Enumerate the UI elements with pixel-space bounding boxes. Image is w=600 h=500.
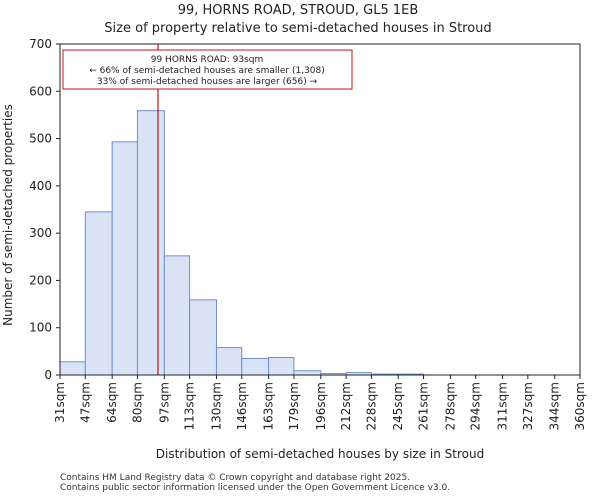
x-tick-label: 344sqm [548,382,562,430]
x-tick-label: 163sqm [262,382,276,430]
bar-130sqm [215,347,243,376]
x-tick-label: 130sqm [209,382,223,430]
x-axis-label: Distribution of semi-detached houses by … [156,447,484,461]
x-tick-label: 31sqm [53,382,67,423]
chart-subtitle: Size of property relative to semi-detach… [104,21,491,36]
bar-179sqm [293,370,322,376]
annotation-line-1: 99 HORNS ROAD: 93sqm [151,55,264,65]
annotation-line-2: ← 66% of semi-detached houses are smalle… [89,66,325,76]
x-axis: 31sqm 47sqm 64sqm 80sqm 97sqm 113sqm 130sqm 146… [53,375,587,430]
x-tick-label: 97sqm [157,382,171,423]
footer-licence: Contains public sector information licen… [60,483,451,493]
bar-113sqm [189,299,217,376]
x-tick-label: 245sqm [391,382,405,430]
x-tick-label: 47sqm [78,382,92,423]
annotation-frame [62,49,353,90]
bar-47sqm [84,211,113,376]
annotation-line-3: 33% of semi-detached houses are larger (… [97,77,318,87]
x-tick-label: 327sqm [521,382,535,430]
y-axis: 0 100 200 300 400 500 600 700 [29,37,60,382]
bar-80sqm [136,110,165,376]
bar-97sqm [163,255,191,376]
y-axis-label: Number of semi-detached properties [1,104,15,326]
x-tick-label: 294sqm [469,382,483,430]
y-tick-label: 400 [29,179,52,193]
chart-title: 99, HORNS ROAD, STROUD, GL5 1EB [178,3,419,18]
y-tick-label: 200 [29,273,52,287]
x-tick-label: 196sqm [314,382,328,430]
y-tick-label: 100 [29,321,52,335]
x-tick-label: 80sqm [130,382,144,423]
bar-146sqm [241,357,270,376]
annotation-box: 99 HORNS ROAD: 93sqm ← 66% of semi-detac… [62,49,353,90]
bar-163sqm [268,357,295,376]
plot-area: 0 100 200 300 400 500 600 700 31sqm 47sqm 64sqm 80… [29,37,587,430]
bar-31sqm [59,361,86,376]
y-tick-label: 600 [29,84,52,98]
y-tick-label: 300 [29,226,52,240]
footer-copyright: Contains HM Land Registry data © Crown c… [60,473,411,483]
y-tick-label: 700 [29,37,52,51]
x-tick-label: 212sqm [339,382,353,430]
x-tick-label: 64sqm [105,382,119,423]
y-tick-label: 0 [44,368,52,382]
bars-group [59,110,425,376]
x-tick-label: 360sqm [573,382,587,430]
x-tick-label: 278sqm [443,382,457,430]
x-tick-label: 261sqm [417,382,431,430]
x-tick-label: 113sqm [183,382,197,430]
x-tick-label: 146sqm [235,382,249,430]
y-tick-label: 500 [29,132,52,146]
plot-frame [59,43,581,376]
bar-64sqm [111,141,138,376]
x-tick-label: 311sqm [496,382,510,430]
x-tick-label: 179sqm [287,382,301,430]
x-tick-label: 228sqm [364,382,378,430]
